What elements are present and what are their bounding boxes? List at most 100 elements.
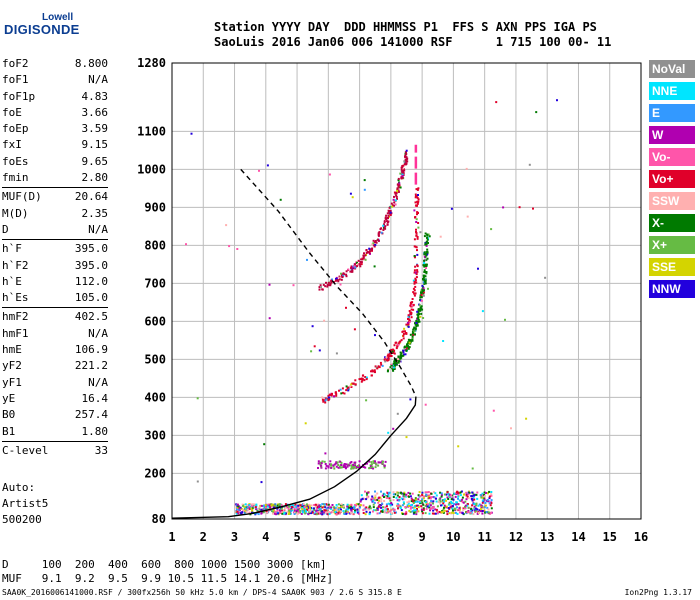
echo-point xyxy=(251,503,254,506)
software-version: Ion2Png 1.3.17 xyxy=(624,588,692,597)
echo-point xyxy=(382,229,385,231)
echo-point xyxy=(399,507,402,509)
echo-point xyxy=(342,274,345,277)
echo-point xyxy=(417,318,420,321)
echo-point xyxy=(471,491,474,494)
echo-point xyxy=(350,386,353,388)
echo-point xyxy=(476,497,479,500)
noise-point xyxy=(310,350,313,353)
echo-point xyxy=(386,510,389,513)
echo-point xyxy=(490,507,493,510)
echo-point xyxy=(328,505,331,508)
echo-point xyxy=(422,508,425,511)
echo-point xyxy=(379,361,382,364)
echo-point xyxy=(381,364,384,367)
echo-point xyxy=(393,360,396,363)
echo-point xyxy=(427,491,430,493)
echo-point xyxy=(330,464,333,467)
echo-point xyxy=(426,238,429,241)
echo-point xyxy=(484,502,487,504)
echo-point xyxy=(413,510,416,513)
echo-point xyxy=(398,186,401,189)
echo-point xyxy=(359,265,362,268)
echo-point xyxy=(322,512,325,515)
echo-point xyxy=(342,466,345,468)
echo-point xyxy=(454,508,457,511)
noise-point xyxy=(318,349,321,352)
echo-point xyxy=(483,509,486,512)
echo-point xyxy=(448,493,451,496)
logo-line1: Lowell xyxy=(42,12,74,23)
echo-point xyxy=(306,503,308,506)
echo-point xyxy=(436,510,439,513)
echo-point xyxy=(361,377,364,380)
param-value: 33 xyxy=(94,443,108,457)
echo-point xyxy=(483,495,486,498)
legend-item-vo-: Vo- xyxy=(649,148,695,166)
echo-point xyxy=(339,504,342,507)
echo-point xyxy=(327,281,330,284)
echo-point xyxy=(357,259,360,262)
param-row: C-level 33 xyxy=(2,443,108,459)
echo-point xyxy=(412,279,415,282)
echo-point xyxy=(293,511,296,514)
echo-point xyxy=(413,330,416,333)
echo-point xyxy=(277,503,280,506)
echo-point xyxy=(452,509,454,512)
noise-point xyxy=(374,334,376,337)
echo-point xyxy=(306,509,309,511)
echo-point xyxy=(467,506,470,509)
echo-point xyxy=(263,507,266,510)
echo-point xyxy=(393,195,395,198)
param-value: 105.0 xyxy=(74,291,108,305)
echo-point xyxy=(429,502,432,505)
echo-point xyxy=(468,491,471,494)
echo-point xyxy=(484,511,487,514)
echo-point xyxy=(286,510,289,513)
echo-point xyxy=(386,495,389,498)
legend-item-noval: NoVal xyxy=(649,60,695,78)
echo-point xyxy=(318,507,321,510)
echo-point xyxy=(423,280,426,283)
echo-point xyxy=(404,151,407,154)
param-separator xyxy=(2,239,108,241)
echo-point xyxy=(371,495,374,498)
echo-point xyxy=(356,265,359,268)
echo-point xyxy=(345,275,348,278)
parameter-table: foF2 8.800 foF1 N/A foF1p 4.83 foE 3.66 foEp 3.59… xyxy=(2,56,108,459)
echo-point xyxy=(404,158,407,161)
echo-point xyxy=(411,506,414,509)
param-name: fmin xyxy=(2,171,29,185)
echo-point xyxy=(408,320,411,323)
echo-point xyxy=(376,508,379,511)
echo-point xyxy=(387,355,390,358)
echo-point xyxy=(392,493,395,496)
echo-point xyxy=(475,507,477,510)
echo-point xyxy=(413,289,416,292)
echo-point xyxy=(318,513,321,515)
echo-point xyxy=(317,460,320,463)
echo-point xyxy=(389,509,392,512)
echo-point xyxy=(347,386,350,389)
param-row: yE 16.4 xyxy=(2,391,108,407)
echo-point xyxy=(415,188,418,191)
echo-point xyxy=(457,495,460,498)
echo-point xyxy=(450,494,453,497)
echo-point xyxy=(341,274,343,277)
auto-label: Auto: xyxy=(2,481,36,494)
echo-point xyxy=(458,507,461,509)
echo-point xyxy=(385,214,388,217)
echo-point xyxy=(434,492,437,495)
echo-point xyxy=(378,366,381,369)
echo-point xyxy=(414,196,417,199)
echo-point xyxy=(473,505,476,508)
echo-point xyxy=(349,384,352,387)
echo-point xyxy=(421,284,424,287)
echo-point xyxy=(483,498,486,501)
echo-point xyxy=(464,507,467,510)
echo-point xyxy=(483,497,486,500)
echo-point xyxy=(459,491,462,494)
echo-point xyxy=(334,391,337,394)
echo-point xyxy=(275,513,278,516)
